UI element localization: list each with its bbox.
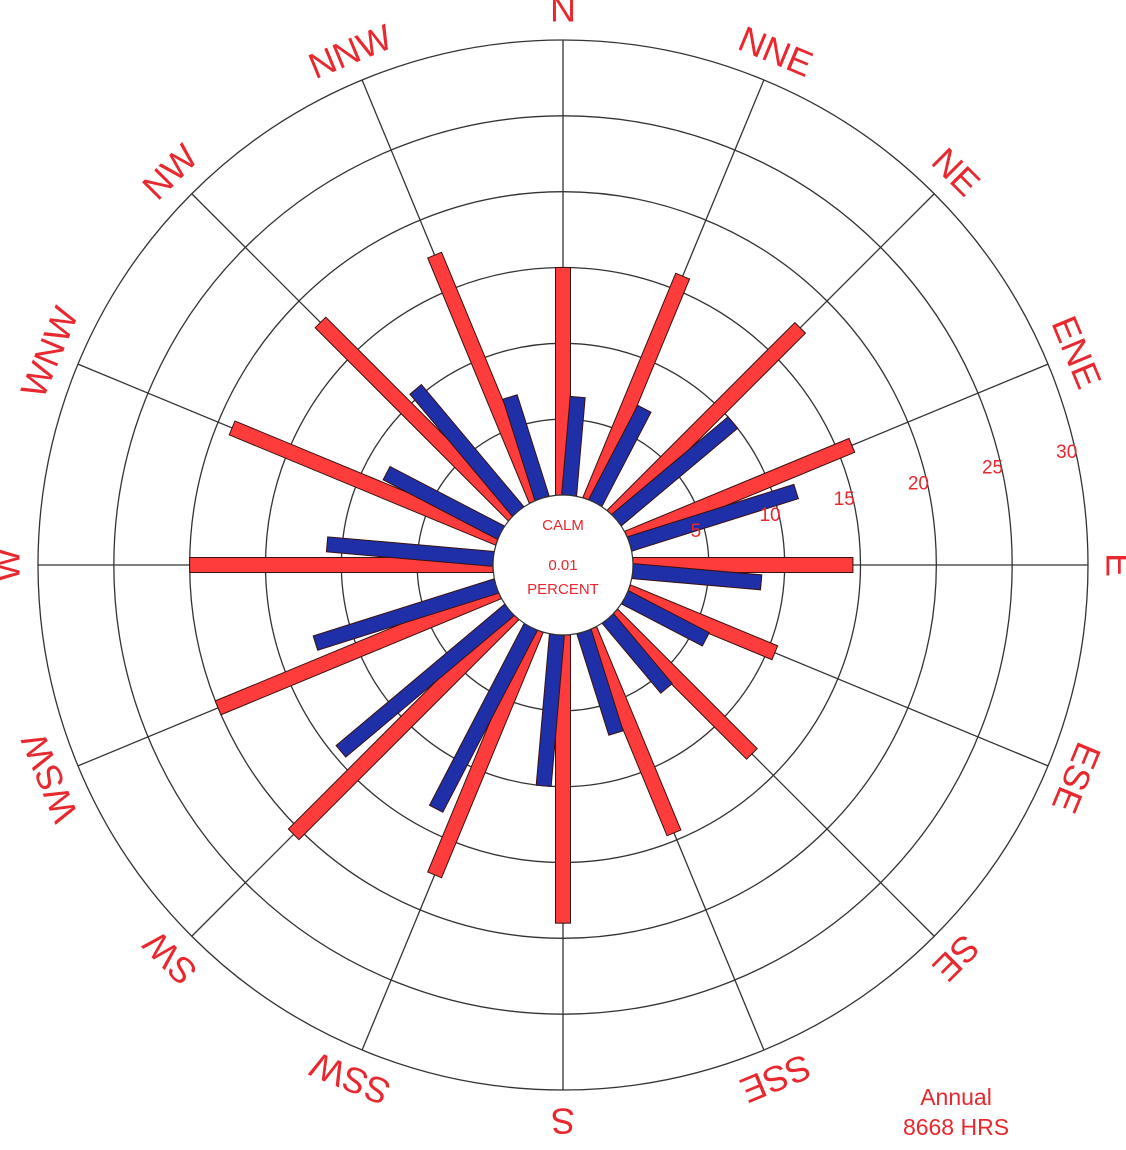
ring-label-5: 5 <box>691 521 702 542</box>
direction-label-sse: SSE <box>735 1046 817 1111</box>
direction-label-ene: ENE <box>1044 310 1110 394</box>
ring-label-15: 15 <box>834 489 855 510</box>
calm-label: CALM <box>542 517 584 534</box>
ring-label-10: 10 <box>759 505 780 526</box>
direction-label-nnw: NNW <box>303 16 398 87</box>
series-blue-bars <box>312 383 799 813</box>
footnote: Annual 8668 HRS <box>866 1082 1046 1142</box>
direction-label-s: S <box>551 1100 575 1141</box>
direction-label-w: W <box>0 548 28 582</box>
footnote-hours: 8668 HRS <box>902 1114 1010 1140</box>
footnote-period: Annual <box>920 1084 992 1110</box>
calm-value: 0.01 <box>548 557 577 574</box>
series-red-bars <box>189 251 856 924</box>
ring-tick-labels: 5 10 15 20 25 30 <box>691 442 1078 542</box>
direction-label-wnw: WNW <box>12 301 86 404</box>
direction-label-ese: ESE <box>1044 737 1109 819</box>
calm-unit: PERCENT <box>527 581 599 598</box>
direction-label-wsw: WSW <box>13 727 86 828</box>
ring-label-25: 25 <box>982 458 1003 479</box>
direction-label-nne: NNE <box>733 18 819 85</box>
calm-center-disc <box>492 494 634 636</box>
direction-label-e: E <box>1098 553 1126 577</box>
ring-label-30: 30 <box>1056 442 1077 463</box>
ring-label-20: 20 <box>908 473 929 494</box>
direction-label-ssw: SSW <box>304 1044 395 1113</box>
direction-label-n: N <box>550 0 576 30</box>
